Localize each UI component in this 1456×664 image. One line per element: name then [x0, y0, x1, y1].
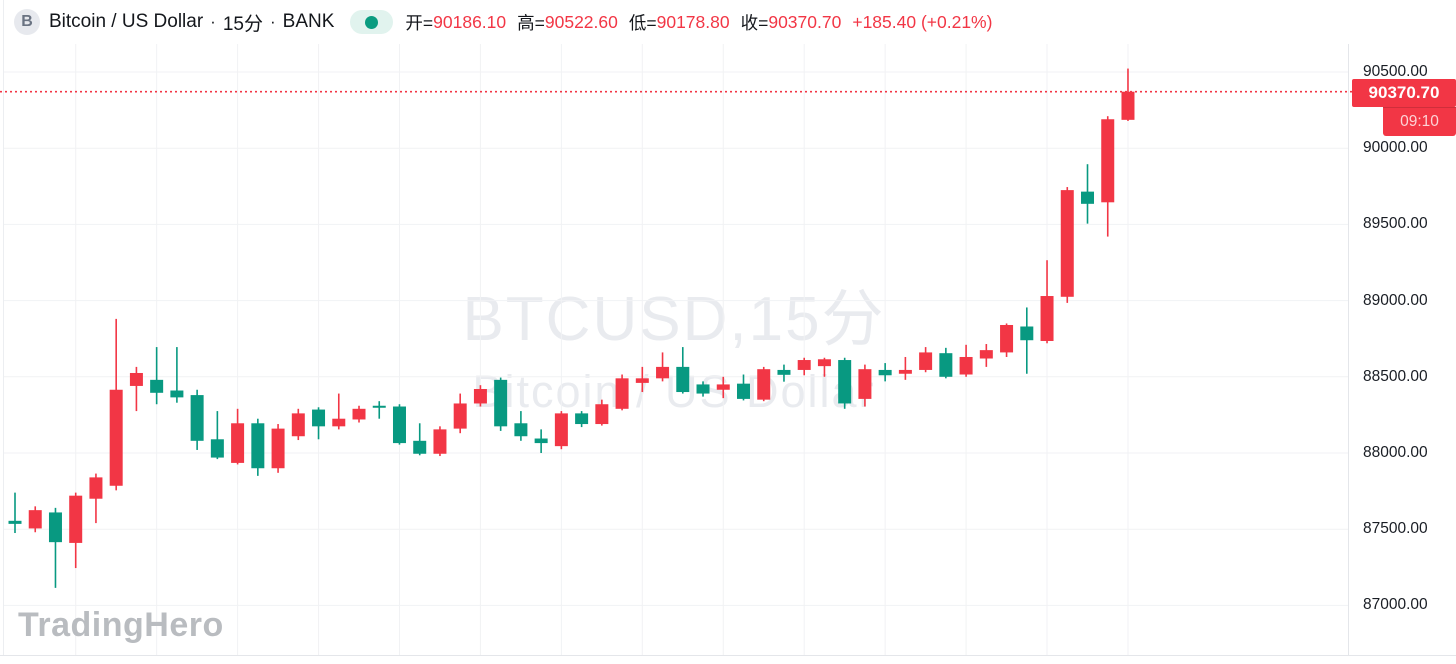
candle[interactable] [129, 366, 143, 412]
candle[interactable] [291, 408, 305, 441]
candle[interactable] [48, 507, 62, 588]
low-value: 低= 90178.80 [629, 10, 730, 35]
price-axis-border [1348, 44, 1349, 655]
low-number: 90178.80 [656, 11, 730, 32]
price-tick-label: 88500.00 [1363, 367, 1428, 385]
price-tick-label: 90000.00 [1363, 139, 1428, 157]
exchange-label: BANK [282, 11, 335, 32]
candle[interactable] [332, 393, 346, 430]
market-status-pill[interactable] [350, 10, 394, 34]
price-tick-label: 89000.00 [1363, 291, 1428, 309]
high-number: 90522.60 [544, 11, 618, 32]
close-number: 90370.70 [768, 11, 842, 32]
candle[interactable] [473, 385, 487, 407]
candle[interactable] [453, 393, 467, 434]
candle[interactable] [433, 426, 447, 457]
candle[interactable] [575, 411, 589, 428]
candle[interactable] [676, 347, 690, 394]
candle[interactable] [534, 429, 548, 453]
pane-bottom-border [0, 655, 1456, 656]
candle[interactable] [817, 357, 831, 377]
candle[interactable] [979, 344, 993, 367]
candle[interactable] [554, 411, 568, 450]
watermark-name: Bitcoin / US Dollar [472, 366, 876, 417]
tradinghero-logo: TradingHero [18, 606, 224, 644]
candle[interactable] [28, 506, 42, 533]
candle[interactable] [8, 492, 22, 534]
high-label: 高= [517, 12, 545, 33]
candle[interactable] [858, 364, 872, 407]
candle[interactable] [494, 377, 508, 431]
candle[interactable] [656, 352, 670, 382]
candle[interactable] [69, 492, 83, 569]
price-tick-label: 87500.00 [1363, 520, 1428, 538]
candle[interactable] [170, 347, 184, 403]
interval-label: 15分 [222, 13, 263, 35]
candle[interactable] [939, 347, 953, 379]
candle[interactable] [352, 405, 366, 423]
symbol-logo[interactable]: B [14, 9, 40, 35]
candle[interactable] [959, 344, 973, 377]
candle[interactable] [210, 411, 224, 460]
watermark-symbol: BTCUSD,15分 [462, 285, 886, 354]
candle[interactable] [392, 404, 406, 445]
close-label: 收= [740, 12, 769, 33]
low-label: 低= [628, 12, 657, 33]
symbol-legend: B Bitcoin / US Dollar · 15分 · BANK 开= 901… [0, 0, 1348, 44]
candle[interactable] [1040, 260, 1054, 344]
candle[interactable] [190, 389, 204, 450]
last-time-badge: 09:10 [1383, 107, 1456, 136]
candle[interactable] [1081, 164, 1095, 224]
candle[interactable] [716, 376, 730, 399]
price-tick-label: 88000.00 [1363, 444, 1428, 461]
candle[interactable] [919, 347, 933, 373]
candle[interactable] [312, 407, 326, 440]
symbol-name: Bitcoin / US Dollar [49, 11, 204, 32]
open-value: 开= 90186.10 [405, 10, 506, 35]
candle[interactable] [898, 356, 912, 380]
candle[interactable] [696, 381, 710, 397]
ohlc-values: 开= 90186.10 高= 90522.60 低= 90178.80 收= 90370… [405, 10, 992, 35]
candle[interactable] [1101, 116, 1115, 237]
candle[interactable] [1121, 68, 1135, 121]
high-value: 高= 90522.60 [517, 10, 618, 35]
last-price-badge: 90370.70 [1352, 79, 1456, 107]
candle[interactable] [372, 401, 386, 419]
price-axis[interactable]: 90500.00 90000.00 89500.00 89000.00 88500.00… [1349, 0, 1456, 655]
candle[interactable] [777, 364, 791, 382]
candle[interactable] [757, 366, 771, 402]
candle[interactable] [635, 366, 649, 393]
candle[interactable] [797, 357, 811, 376]
change-value: +185.40 (+0.21%) [852, 11, 993, 32]
price-tick-label: 89500.00 [1363, 215, 1428, 233]
candle[interactable] [736, 374, 750, 401]
candle[interactable] [615, 374, 629, 411]
symbol-title[interactable]: Bitcoin / US Dollar · 15分 · BANK [49, 9, 334, 36]
candle[interactable] [150, 347, 164, 405]
candle[interactable] [838, 357, 852, 409]
open-label: 开= [405, 12, 434, 33]
pane-left-border [3, 0, 4, 655]
candle[interactable] [514, 411, 528, 441]
candle[interactable] [231, 408, 245, 465]
separator-dot: · [210, 12, 216, 31]
candle[interactable] [1000, 323, 1014, 357]
close-value: 收= 90370.70 [741, 10, 842, 35]
price-tick-label: 90500.00 [1363, 63, 1428, 80]
candle[interactable] [413, 423, 427, 456]
candle[interactable] [89, 473, 103, 524]
candle[interactable] [595, 399, 609, 426]
separator-dot: · [269, 12, 276, 31]
candle[interactable] [109, 318, 123, 491]
market-open-dot-icon [365, 15, 379, 29]
open-number: 90186.10 [433, 11, 507, 32]
price-tick-label: 87000.00 [1363, 596, 1428, 614]
candle[interactable] [251, 418, 265, 476]
candle[interactable] [878, 363, 892, 382]
candle[interactable] [271, 424, 285, 473]
candle[interactable] [1020, 307, 1034, 374]
candle[interactable] [1060, 187, 1074, 303]
